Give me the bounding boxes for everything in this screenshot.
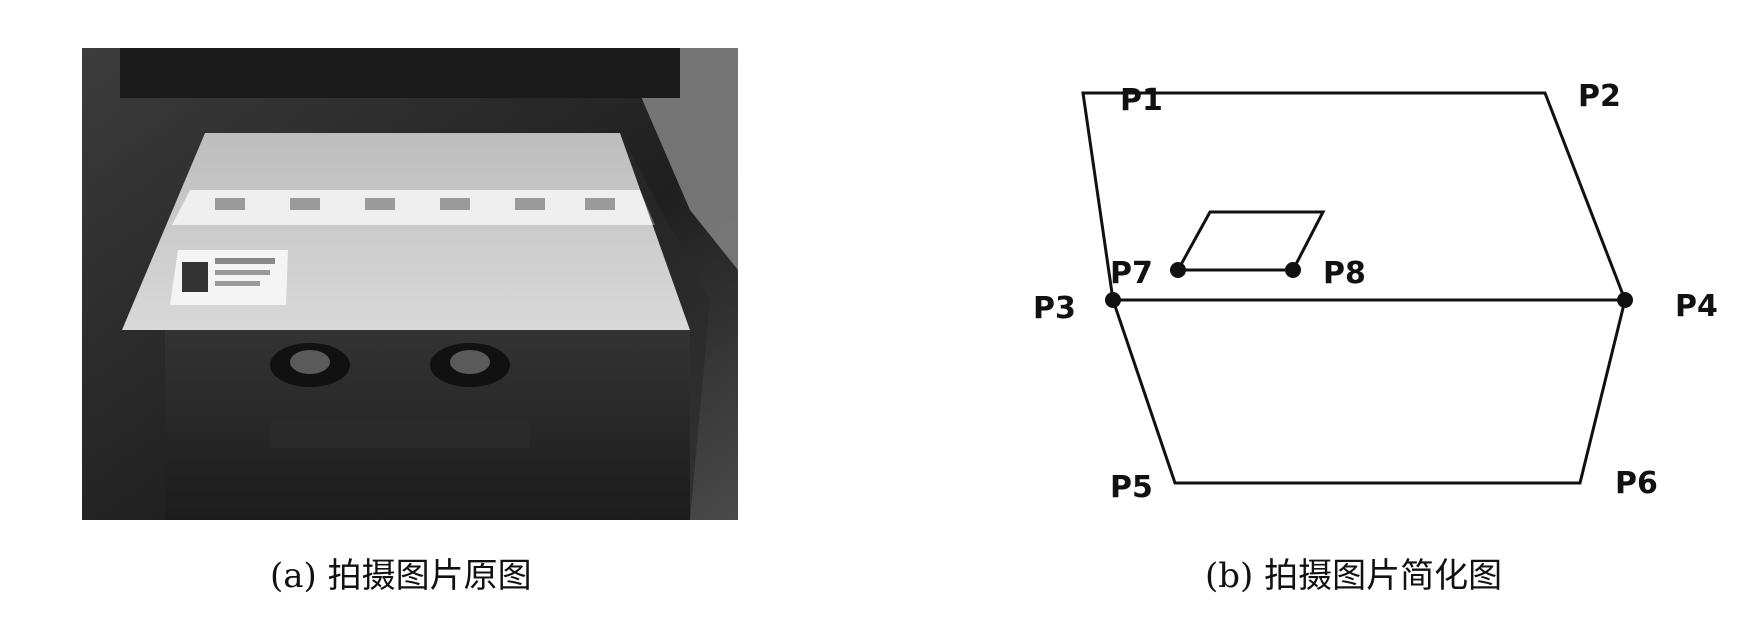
point-label-p8: P8 — [1323, 256, 1366, 291]
label-outline — [1175, 210, 1326, 272]
point-p8-marker — [1285, 262, 1301, 278]
point-label-p3: P3 — [1033, 291, 1076, 326]
point-p3-marker — [1105, 292, 1121, 308]
point-p4-marker — [1617, 292, 1633, 308]
caption-a: (a) 拍摄图片原图 — [270, 556, 532, 596]
simplified-diagram: P1 P2 P3 P4 P5 P6 P7 P8 — [1033, 79, 1718, 505]
point-label-p7: P7 — [1110, 256, 1153, 291]
caption-b: (b) 拍摄图片简化图 — [1205, 556, 1503, 596]
point-label-p1: P1 — [1120, 83, 1163, 118]
photo-panel: (a) 拍摄图片原图 — [82, 48, 738, 596]
box-photo — [82, 48, 738, 520]
point-label-p6: P6 — [1615, 466, 1658, 501]
point-p7-marker — [1170, 262, 1186, 278]
point-label-p2: P2 — [1578, 79, 1621, 114]
diagram-panel: P1 P2 P3 P4 P5 P6 P7 P8 (b) 拍摄图片简化图 — [880, 0, 1744, 631]
point-label-p5: P5 — [1110, 470, 1153, 505]
point-label-p4: P4 — [1675, 289, 1718, 324]
